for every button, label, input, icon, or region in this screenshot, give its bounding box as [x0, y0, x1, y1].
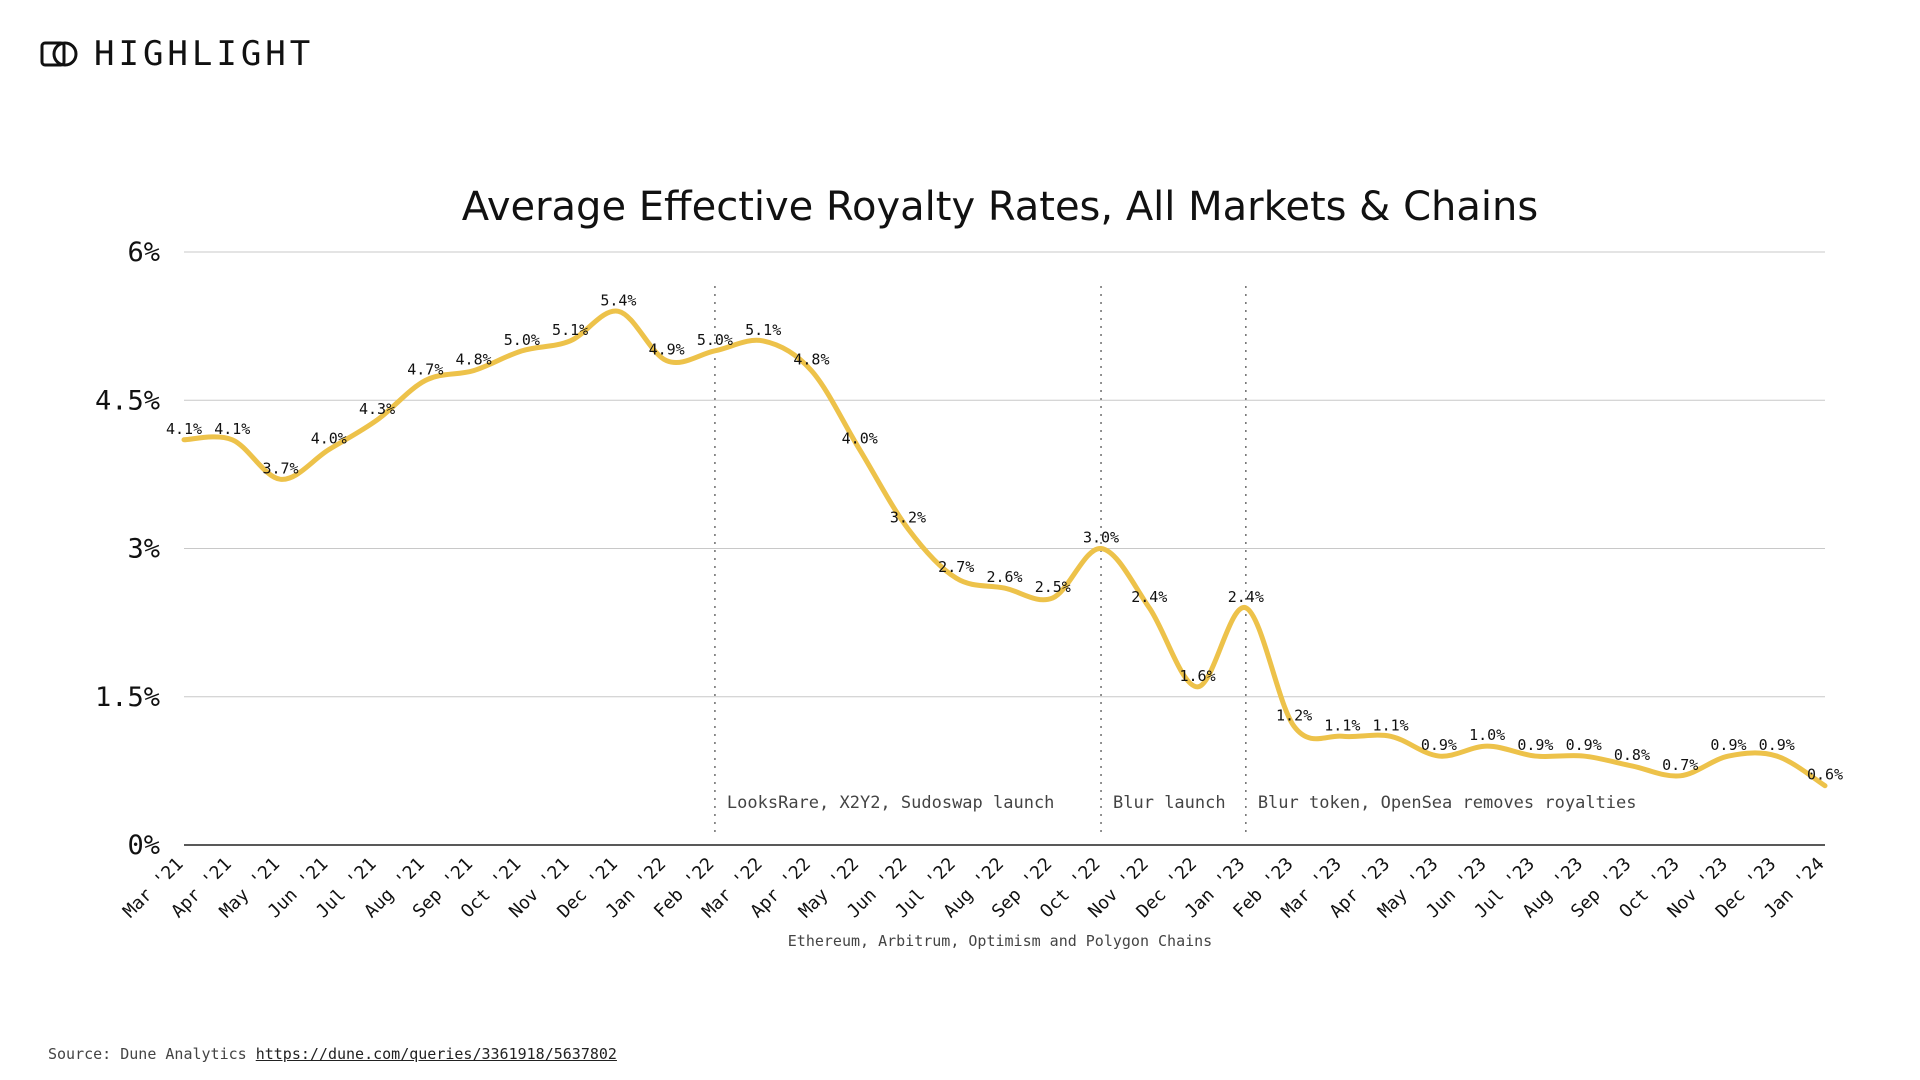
data-label: 3.2% [890, 509, 926, 527]
data-label: 4.1% [166, 420, 202, 438]
y-tick-label: 6% [127, 237, 160, 268]
data-label: 3.7% [262, 459, 298, 477]
y-tick-label: 1.5% [95, 682, 160, 713]
grid-lines [184, 251, 1825, 846]
data-label: 4.9% [649, 341, 685, 359]
data-label: 4.3% [359, 400, 395, 418]
data-label: 1.2% [1276, 706, 1312, 724]
data-label: 0.9% [1566, 736, 1602, 754]
source-prefix: Source: Dune Analytics [48, 1045, 247, 1063]
series-line [181, 308, 1828, 789]
data-label: 4.8% [793, 351, 829, 369]
x-axis-label: Ethereum, Arbitrum, Optimism and Polygon… [788, 932, 1212, 950]
data-label: 1.1% [1373, 716, 1409, 734]
brand: HIGHLIGHT [40, 34, 314, 74]
data-label: 5.0% [697, 331, 733, 349]
data-label: 1.1% [1324, 716, 1360, 734]
data-label: 4.0% [311, 430, 347, 448]
data-label: 5.1% [745, 321, 781, 339]
data-label: 1.6% [1179, 667, 1215, 685]
source-note: Source: Dune Analytics https://dune.com/… [48, 1045, 617, 1063]
data-label: 5.4% [600, 291, 636, 309]
brand-name: HIGHLIGHT [94, 34, 315, 74]
data-label: 0.9% [1710, 736, 1746, 754]
data-label: 3.0% [1083, 529, 1119, 547]
data-label: 1.0% [1469, 726, 1505, 744]
data-labels: 4.1% 4.1% 3.7% 4.0% 4.3% 4.7% 4.8% 5.0% 5.1% 5.4%… [166, 291, 1843, 783]
data-label: 0.9% [1421, 736, 1457, 754]
annotation-text: Blur launch [1113, 793, 1226, 813]
data-label: 4.0% [842, 430, 878, 448]
data-label: 2.4% [1228, 588, 1264, 606]
data-label: 0.9% [1759, 736, 1795, 754]
data-label: 5.1% [552, 321, 588, 339]
annotation-text: LooksRare, X2Y2, Sudoswap launch [727, 793, 1055, 813]
source-link[interactable]: https://dune.com/queries/3361918/5637802 [255, 1045, 617, 1063]
data-label: 4.1% [214, 420, 250, 438]
y-tick-label: 4.5% [95, 385, 160, 416]
data-label: 2.5% [1035, 578, 1071, 596]
data-label: 0.7% [1662, 756, 1698, 774]
data-label: 2.7% [938, 558, 974, 576]
highlight-logo-icon [40, 41, 78, 67]
annotations: LooksRare, X2Y2, Sudoswap launch Blur lau… [714, 286, 1637, 832]
data-label: 0.6% [1807, 766, 1843, 784]
y-tick-label: 3% [127, 534, 160, 565]
y-tick-label: 0% [127, 830, 160, 861]
data-label: 4.7% [407, 360, 443, 378]
data-label: 2.6% [986, 568, 1022, 586]
annotation-text: Blur token, OpenSea removes royalties [1258, 793, 1637, 813]
data-label: 4.8% [456, 351, 492, 369]
data-label: 5.0% [504, 331, 540, 349]
chart-title: Average Effective Royalty Rates, All Mar… [462, 184, 1538, 230]
data-label: 0.9% [1517, 736, 1553, 754]
data-label: 2.4% [1131, 588, 1167, 606]
data-label: 0.8% [1614, 746, 1650, 764]
